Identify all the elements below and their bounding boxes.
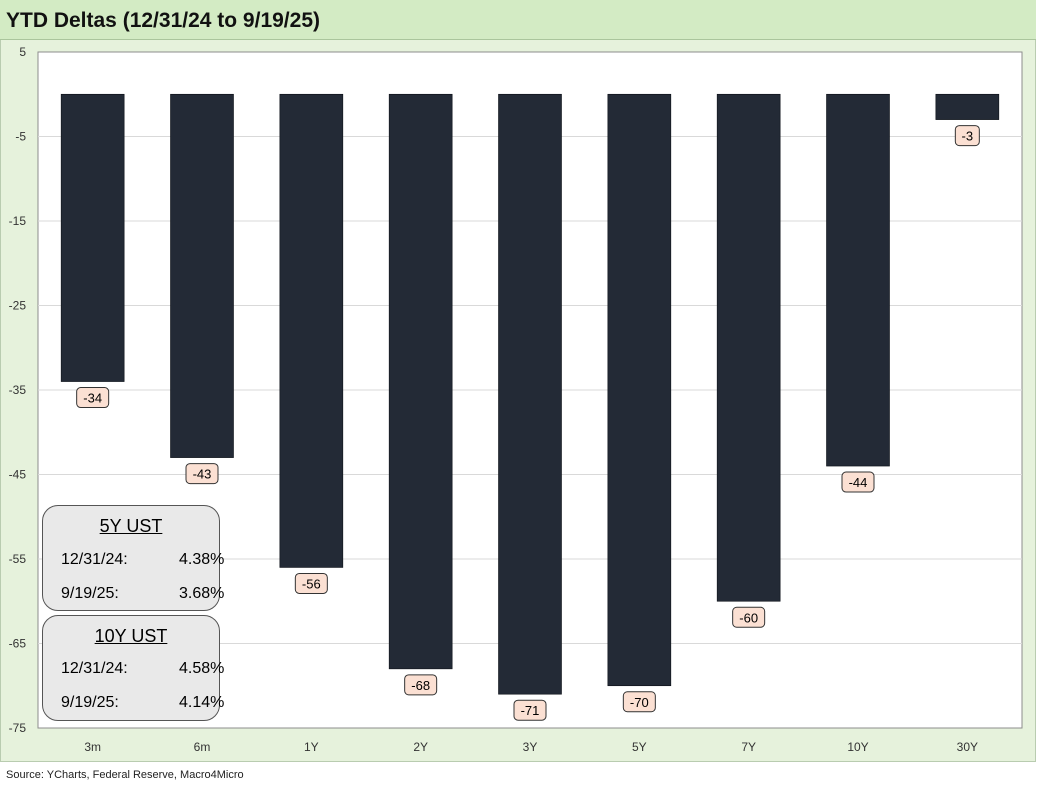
data-label-box [76, 387, 110, 409]
info-date: 12/31/24: [61, 551, 128, 568]
y-tick-label: -15 [9, 214, 27, 228]
info-box-10y-ust: 10Y UST 12/31/24: 4.58% 9/19/25: 4.14% [42, 615, 224, 721]
info-row: 9/19/25: 3.68% [61, 585, 224, 603]
data-label-value: -34 [83, 391, 102, 406]
data-label: -3 [954, 125, 980, 147]
title-bar: YTD Deltas (12/31/24 to 9/19/25) [0, 0, 1036, 40]
x-category-label: 3Y [523, 740, 538, 754]
x-category-label: 5Y [632, 740, 647, 754]
data-label-box [404, 674, 438, 696]
info-value: 4.38% [179, 551, 225, 568]
y-axis-ticks: 5 -5 -15 -25 -35 -45 -55 -65 -75 [9, 45, 27, 735]
info-date: 9/19/25: [61, 694, 119, 711]
bars [60, 93, 1000, 695]
data-label-box [294, 572, 328, 594]
data-label-value: -56 [302, 576, 321, 591]
x-category-label: 7Y [741, 740, 756, 754]
data-label-box [185, 463, 219, 485]
data-label: -68 [404, 674, 438, 696]
x-axis-categories: 3m 6m 1Y 2Y 3Y 5Y 7Y 10Y 30Y [84, 740, 978, 754]
y-tick-label: 5 [19, 45, 26, 59]
info-date: 9/19/25: [61, 585, 119, 602]
y-tick-label: -75 [9, 721, 27, 735]
info-box-title: 5Y UST [99, 516, 163, 536]
y-tick-label: -25 [9, 299, 27, 313]
data-label-value: -44 [849, 475, 868, 490]
data-label-box [513, 699, 547, 721]
data-label-value: -3 [962, 129, 974, 144]
x-category-label: 10Y [847, 740, 868, 754]
bar [170, 93, 234, 458]
info-value: 4.58% [179, 660, 225, 677]
bar [935, 93, 1000, 120]
data-label: -43 [185, 463, 219, 485]
bar [826, 93, 890, 467]
bar [60, 93, 125, 382]
info-date: 12/31/24: [61, 660, 128, 677]
data-label: -60 [732, 606, 766, 628]
info-row: 12/31/24: 4.58% [61, 660, 224, 678]
data-label: -71 [513, 699, 547, 721]
info-box-5y-ust: 5Y UST 12/31/24: 4.38% 9/19/25: 3.68% [42, 505, 224, 611]
y-tick-label: -65 [9, 637, 27, 651]
data-label-box [732, 606, 766, 628]
data-label-box [622, 691, 656, 713]
bar [716, 93, 781, 602]
source-note: Source: YCharts, Federal Reserve, Macro4… [6, 769, 244, 781]
data-label-value: -60 [739, 610, 758, 625]
info-box-title: 10Y UST [94, 626, 168, 646]
chart-title: YTD Deltas (12/31/24 to 9/19/25) [6, 9, 320, 32]
data-label: -56 [294, 572, 328, 594]
x-category-label: 30Y [957, 740, 978, 754]
bar [388, 93, 453, 670]
data-label-value: -43 [193, 467, 212, 482]
data-labels: -34 -43 -56 -68 -71 -70 -60 -44 -3 [76, 125, 980, 721]
y-tick-label: -45 [9, 468, 27, 482]
info-value: 3.68% [179, 585, 225, 602]
bar [279, 93, 344, 568]
bar [607, 93, 672, 687]
data-label: -44 [841, 471, 875, 493]
x-category-label: 3m [84, 740, 101, 754]
info-row: 12/31/24: 4.38% [61, 551, 224, 569]
x-category-label: 1Y [304, 740, 319, 754]
x-category-label: 6m [194, 740, 211, 754]
data-label: -34 [76, 387, 110, 409]
data-label-value: -70 [630, 695, 649, 710]
y-tick-label: -55 [9, 552, 27, 566]
data-label-value: -71 [521, 703, 540, 718]
y-tick-label: -5 [15, 130, 26, 144]
bar [498, 93, 562, 695]
x-category-label: 2Y [413, 740, 428, 754]
data-label-box [954, 125, 980, 147]
data-label: -70 [622, 691, 656, 713]
y-tick-label: -35 [9, 383, 27, 397]
data-label-value: -68 [411, 678, 430, 693]
info-row: 9/19/25: 4.14% [61, 694, 224, 712]
info-value: 4.14% [179, 694, 225, 711]
data-label-box [841, 471, 875, 493]
